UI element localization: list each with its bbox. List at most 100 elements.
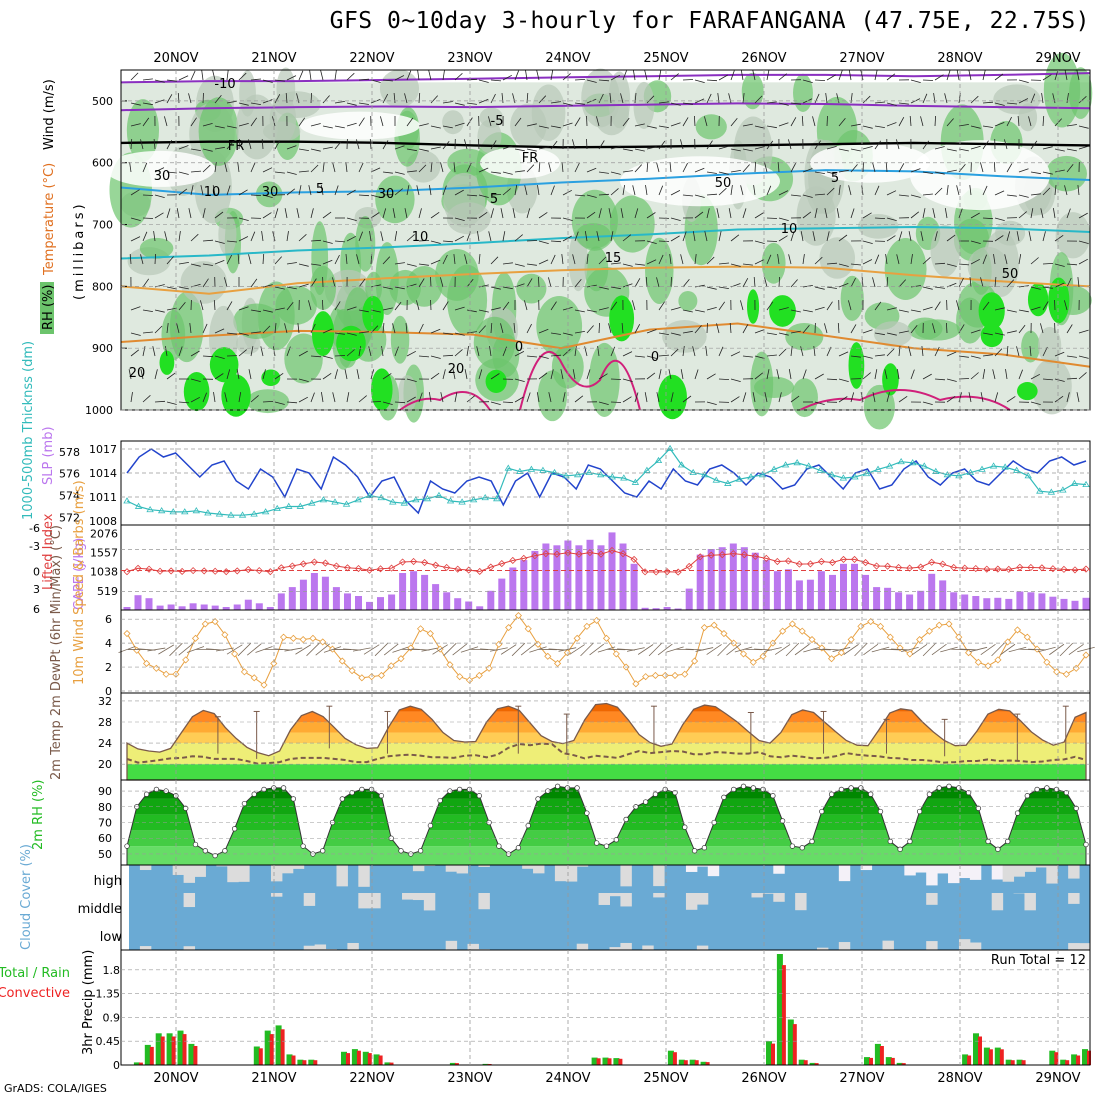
thickness-point bbox=[1001, 463, 1009, 470]
wind-barb bbox=[1066, 377, 1078, 380]
wind-barb bbox=[310, 164, 319, 173]
wind-barb bbox=[886, 392, 890, 403]
wind-barb bbox=[152, 346, 156, 357]
wind-barb bbox=[202, 392, 207, 403]
thickness-point bbox=[215, 510, 224, 517]
precip-total-bar bbox=[144, 1044, 151, 1065]
wind-barb bbox=[718, 301, 726, 311]
precip-total-bar bbox=[286, 1054, 293, 1065]
lifted-index-point bbox=[696, 553, 704, 561]
wind-barb bbox=[164, 231, 168, 242]
wind-barb bbox=[226, 141, 234, 150]
wind-barb bbox=[874, 140, 882, 150]
wind-barb bbox=[958, 263, 970, 266]
wind-barb bbox=[202, 123, 213, 127]
wind-barb bbox=[657, 643, 673, 656]
wind-barb bbox=[190, 396, 200, 403]
wind-barb bbox=[1066, 263, 1078, 266]
rh-contour-fill bbox=[785, 322, 824, 351]
cloud-level-label: middle bbox=[78, 902, 122, 917]
wind-barb bbox=[656, 277, 660, 288]
cape-bar bbox=[410, 571, 418, 610]
wind-barb bbox=[863, 643, 879, 656]
wind-barb bbox=[901, 646, 919, 653]
wind-barb bbox=[454, 73, 463, 81]
wind-barb bbox=[442, 140, 450, 150]
lifted-index-point bbox=[795, 560, 803, 568]
wind-barb bbox=[778, 217, 789, 221]
date-label-bottom: 25NOV bbox=[643, 1071, 688, 1086]
rh2m-axis-label: 2m RH (%) bbox=[31, 779, 46, 850]
precip-convective-bar bbox=[781, 965, 786, 1065]
date-label-bottom: 24NOV bbox=[545, 1071, 590, 1086]
wind-barb bbox=[1040, 323, 1044, 334]
lifted-index-point bbox=[465, 566, 473, 574]
wind-barb bbox=[454, 102, 465, 106]
wind-barb bbox=[874, 369, 878, 380]
wind-barb bbox=[164, 116, 168, 127]
thickness-point bbox=[978, 465, 986, 472]
cape-bar bbox=[806, 579, 814, 610]
wind-barb bbox=[1006, 163, 1013, 173]
contour-label: 30 bbox=[262, 185, 279, 200]
cloud-low-fill bbox=[467, 943, 479, 950]
wind-barb bbox=[261, 231, 264, 242]
cape-bar bbox=[652, 608, 660, 610]
wind-barb bbox=[1078, 329, 1089, 334]
rh-point bbox=[300, 843, 306, 849]
cloud-middle-fill bbox=[369, 893, 381, 909]
wind-barb bbox=[526, 392, 531, 403]
wind-barb bbox=[1077, 646, 1095, 653]
wind-barb bbox=[334, 70, 337, 81]
wind-barb bbox=[898, 117, 905, 127]
wind-barb bbox=[274, 171, 285, 174]
wind-barb bbox=[550, 301, 557, 311]
rh-contour-fill bbox=[218, 213, 237, 256]
wind-barb bbox=[261, 138, 264, 150]
wind-barb bbox=[190, 378, 201, 382]
wind-barb bbox=[754, 372, 764, 380]
wind-barb bbox=[346, 122, 357, 127]
lifted-index-point bbox=[1082, 565, 1090, 573]
wind-barb bbox=[248, 254, 252, 265]
wind-barb bbox=[286, 188, 296, 196]
cloud-high-fill bbox=[1068, 865, 1080, 879]
rh-contour-fill bbox=[389, 269, 421, 306]
wind-barb bbox=[706, 256, 715, 265]
wind-barb bbox=[477, 231, 480, 242]
wind-barb bbox=[430, 240, 441, 244]
wind-barb bbox=[202, 239, 214, 242]
wind-barb bbox=[949, 648, 968, 651]
wind-barb bbox=[574, 395, 584, 403]
wind-barb bbox=[346, 217, 357, 221]
cape-bar bbox=[762, 560, 770, 610]
wind-barb bbox=[490, 256, 499, 265]
wind-barb bbox=[850, 263, 862, 266]
wind-barb bbox=[1006, 330, 1017, 334]
thickness-point bbox=[758, 471, 767, 478]
wind-barb bbox=[140, 254, 144, 265]
wind-barb bbox=[394, 262, 405, 265]
cloud-middle-fill bbox=[991, 893, 1004, 911]
wind-barb bbox=[562, 235, 572, 242]
wind-speed-point bbox=[465, 676, 474, 684]
wind-barb bbox=[946, 395, 956, 403]
wind-barb bbox=[334, 141, 342, 150]
rh-point bbox=[868, 791, 874, 797]
wind-barb bbox=[730, 234, 740, 242]
wind-barb bbox=[142, 331, 153, 334]
wind-barb bbox=[345, 162, 348, 173]
wind-barb bbox=[418, 208, 422, 219]
wind-barb bbox=[370, 194, 381, 198]
wind-barb bbox=[213, 392, 216, 403]
wind-barb bbox=[286, 401, 298, 404]
precip-convective-bar bbox=[879, 1046, 884, 1065]
lifted-index-point bbox=[553, 550, 561, 558]
wind-barb bbox=[538, 146, 549, 150]
lifted-index-point bbox=[443, 563, 451, 572]
wind-barb bbox=[538, 276, 540, 288]
cape-bar bbox=[707, 549, 715, 610]
wind-barb bbox=[958, 124, 969, 127]
cape-bar bbox=[575, 545, 583, 610]
rh-point bbox=[956, 785, 962, 791]
